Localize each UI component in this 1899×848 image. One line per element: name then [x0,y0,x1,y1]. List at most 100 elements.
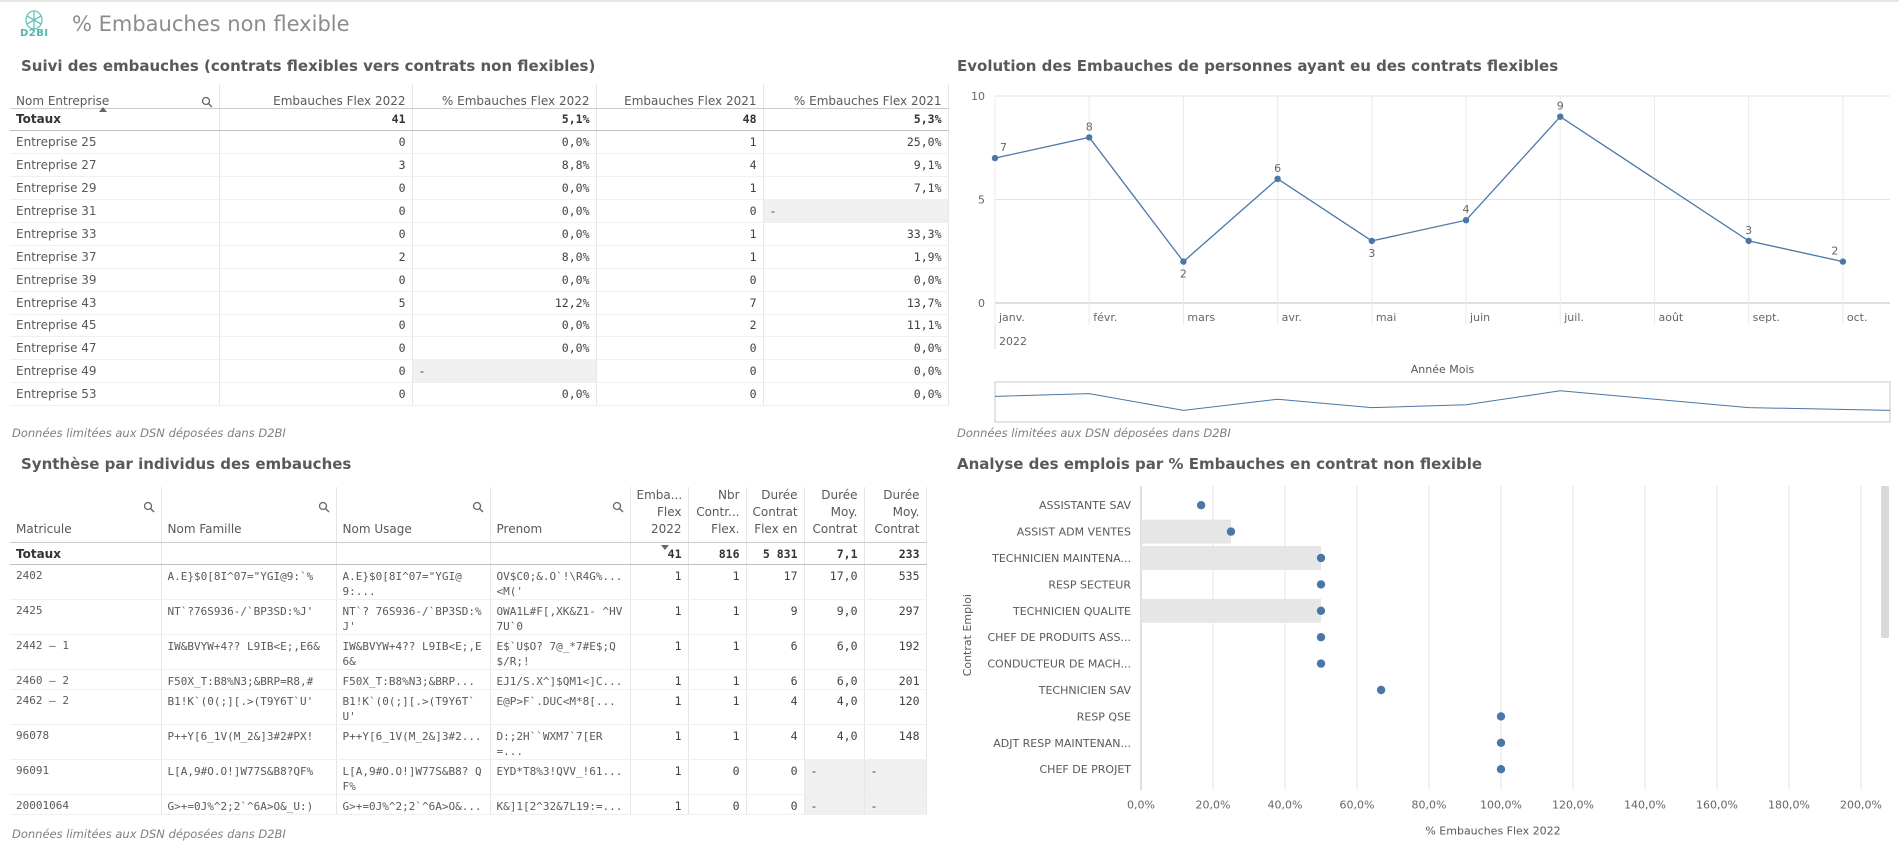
company-name: Entreprise 53 [10,382,220,407]
hires-2022: 5 [219,291,413,315]
col-header-embauches-flex[interactable]: Emba... Flex 2022 [630,487,689,543]
x-tick-label: 80,0% [1412,798,1447,811]
duree-contrat: 4 [746,724,805,760]
data-point [1316,606,1326,615]
total-cell: 41 [630,542,689,565]
duree-moy-2: - [864,759,927,795]
table-row[interactable]: 2460 — 2 F50X_T:B8%N3;&BRP=R8,# F50X_T:B8%… [10,669,927,690]
x-tick-label: avr. [1282,311,1302,324]
table-row[interactable]: 96078 P++Y[6_1V(M_2&]3#2#PX! P++Y[6_1V(M_2… [10,724,927,760]
company-name: Entreprise 33 [10,222,220,246]
sort-desc-icon[interactable] [661,545,669,550]
duree-moy-2: 201 [864,669,927,690]
category-label: ASSIST ADM VENTES [1017,526,1131,539]
company-name: Entreprise 47 [10,336,220,361]
y-tick-label: 10 [971,90,985,103]
col-header-matricule[interactable]: Matricule [10,487,162,543]
table-row[interactable]: 2402 A.E}$0[8I^07="YGI@9:`% A.E}$0[8I^07="… [10,564,927,600]
table-row[interactable]: Entreprise 43 5 12,2% 7 13,7% [10,291,949,315]
sort-asc-icon[interactable] [99,107,107,112]
table-row[interactable]: Entreprise 33 0 0,0% 1 33,3% [10,222,949,246]
search-icon[interactable] [143,501,155,513]
individuals-table[interactable]: Matricule Nom Famille Nom Usage Prenom E… [10,487,927,815]
table-row[interactable]: Entreprise 29 0 0,0% 1 7,1% [10,176,949,201]
table-row[interactable]: Entreprise 45 0 0,0% 2 11,1% [10,314,949,338]
hires-2022: 0 [219,314,413,338]
hires-2021: 1 [596,176,764,201]
prenom: EYD*T8%3!QVV_!61... [490,759,631,795]
total-cell [336,542,491,565]
col-header-duree-moy-2[interactable]: Durée Moy. Contrat [864,487,927,543]
company-name: Entreprise 43 [10,291,220,315]
hires-evolution-line-chart[interactable]: 0 5 10 janv. févr. mars avr. mai juin juil. août se… [955,82,1899,427]
nbr-contrats: 1 [688,599,747,635]
col-header-nom-famille[interactable]: Nom Famille [161,487,337,543]
scrollbar-thumb[interactable] [1881,486,1889,638]
table-row[interactable]: Entreprise 27 3 8,8% 4 9,1% [10,153,949,178]
pct-2021: 9,1% [763,153,949,178]
matricule: 96091 [10,759,162,795]
table-row[interactable]: Entreprise 47 0 0,0% 0 0,0% [10,336,949,361]
data-point [1496,765,1506,774]
duree-moy-1: - [804,794,865,815]
col-header-hires-2022[interactable]: Embauches Flex 2022 [219,84,413,109]
pct-2021: 0,0% [763,359,949,384]
table-row[interactable]: 96091 L[A,9#O.O!]W77S&B8?QF% L[A,9#O.O!]W7… [10,759,927,795]
table-row[interactable]: Entreprise 37 2 8,0% 1 1,9% [10,245,949,269]
table-row[interactable]: Entreprise 53 0 0,0% 0 0,0% [10,382,949,407]
y-tick-label: 0 [978,297,985,310]
table-row[interactable]: Entreprise 39 0 0,0% 0 0,0% [10,268,949,292]
data-point [1274,175,1281,182]
year-label: 2022 [999,335,1027,348]
x-tick-label: juil. [1563,311,1584,324]
search-icon[interactable] [201,96,213,108]
search-icon[interactable] [472,501,484,513]
job-analysis-chart[interactable]: 0,0% 20,0% 40,0% 60,0% 80,0% 100,0% 120,0% 140,… [955,482,1899,848]
duree-moy-2: - [864,794,927,815]
nom-usage: A.E}$0[8I^07="YGI@9:... [336,564,491,600]
col-header-hires-2021[interactable]: Embauches Flex 2021 [596,84,764,109]
table-row[interactable]: 2442 — 1 IW&BVYW+4?? L9IB<E;,E6& IW&BVYW+4… [10,634,927,670]
col-header-nom-usage[interactable]: Nom Usage [336,487,491,543]
col-header-duree-contrat[interactable]: Durée Contrat Flex en [746,487,805,543]
col-header-company[interactable]: Nom Entreprise [10,84,220,109]
col-header-prenom[interactable]: Prenom [490,487,631,543]
pct-2022: 0,0% [412,199,597,223]
matricule: 2425 [10,599,162,635]
table-row[interactable]: 2462 — 2 B1!K`(0(;][.>(T9Y6T`U' B1!K`(0(;]… [10,689,927,725]
search-icon[interactable] [318,501,330,513]
pct-2021: 1,9% [763,245,949,269]
col-header-pct-2022[interactable]: % Embauches Flex 2022 [412,84,597,109]
embauches-flex: 1 [630,634,689,670]
prenom: E@P>F`.DUC<M*8[... [490,689,631,725]
x-tick-label: 100,0% [1480,798,1522,811]
hires-2021: 1 [596,245,764,269]
table-row[interactable]: Entreprise 31 0 0,0% 0- [10,199,949,223]
col-header-pct-2021[interactable]: % Embauches Flex 2021 [763,84,949,109]
nom-usage: F50X_T:B8%N3;&BRP... [336,669,491,690]
col-header-nbr-contrats[interactable]: Nbr Contr... Flex. [688,487,747,543]
duree-contrat: 0 [746,759,805,795]
x-tick-label: mars [1187,311,1215,324]
hires-table[interactable]: Nom Entreprise Embauches Flex 2022 % Emb… [10,84,949,407]
col-header-duree-moy-1[interactable]: Durée Moy. Contrat [804,487,865,543]
duree-contrat: 6 [746,634,805,670]
table-row[interactable]: Entreprise 25 0 0,0% 1 25,0% [10,130,949,155]
table-row[interactable]: 20001064 G>+=0J%^2;2`^6A>O&_U:) G>+=0J%^2;… [10,794,927,815]
table-row[interactable]: 2425 NT`?76S936-/`BP3SD:%J' NT`? 76S936-/`… [10,599,927,635]
prenom: EJ1/S.X^]$QM1<]C... [490,669,631,690]
search-icon[interactable] [612,501,624,513]
table-row[interactable]: Entreprise 49 0-0 0,0% [10,359,949,384]
x-tick-label: 60,0% [1340,798,1375,811]
duree-moy-2: 120 [864,689,927,725]
hires-2022: 0 [219,268,413,292]
embauches-flex: 1 [630,564,689,600]
category-label: CHEF DE PROJET [1040,763,1132,776]
x-tick-label: janv. [998,311,1025,324]
total-pct-2021: 5,3% [763,108,949,132]
pct-2022: 0,0% [412,222,597,246]
pct-2022: 0,0% [412,314,597,338]
duree-moy-1: 6,0 [804,634,865,670]
x-tick-label: oct. [1847,311,1868,324]
col-label: Matricule [16,522,72,536]
